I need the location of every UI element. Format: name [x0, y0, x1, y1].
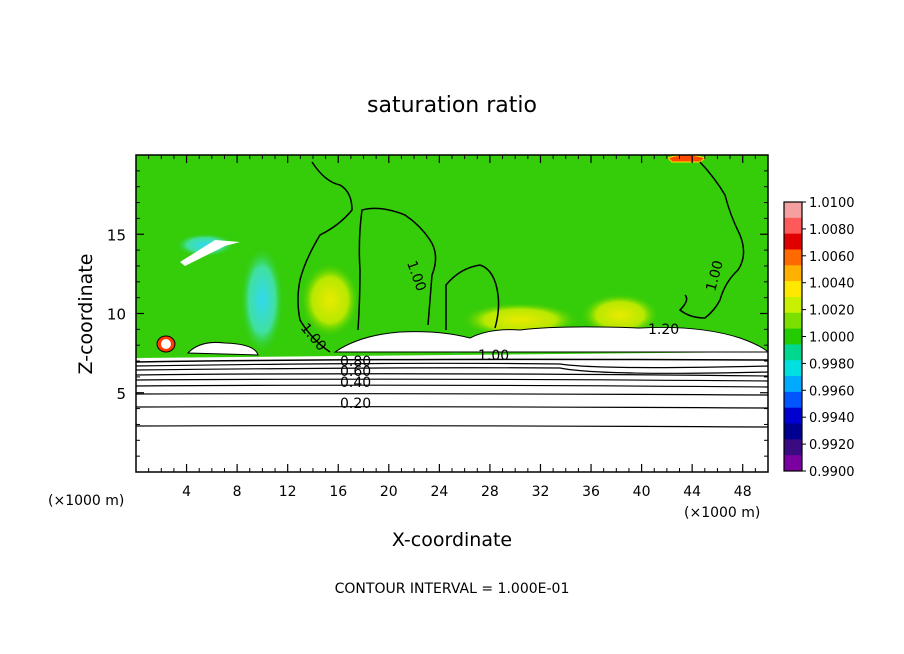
colorbar-swatch — [784, 344, 802, 361]
x-tick-label: 12 — [279, 484, 297, 500]
contour-1-00-c — [445, 264, 500, 331]
x-tick-label: 32 — [532, 484, 550, 500]
x-unit-left: (×1000 m) — [48, 493, 124, 509]
x-tick-label: 16 — [329, 484, 347, 500]
colorbar-swatch — [784, 281, 802, 298]
colorbar-swatch — [784, 202, 802, 219]
colorbar-swatch — [784, 217, 802, 235]
x-tick-label: 40 — [633, 484, 651, 500]
x-tick-label: 36 — [582, 484, 600, 500]
contour-h-7 — [136, 393, 768, 396]
y-axis-label: Z-coordinate — [75, 254, 97, 375]
colorbar-swatch — [784, 439, 802, 456]
top-red-spot — [667, 155, 707, 163]
x-tick-label: 44 — [683, 484, 701, 500]
colorbar-swatch — [784, 328, 802, 345]
colorbar-swatch — [784, 312, 802, 330]
colorbar-swatch — [784, 423, 802, 440]
x-tick-label: 20 — [380, 484, 398, 500]
colorbar-swatch — [784, 455, 802, 472]
colorbar-label: 1.0080 — [809, 223, 855, 238]
colorbar-label: 1.0100 — [809, 196, 855, 211]
colorbar-swatch — [784, 296, 802, 314]
contour-h-6 — [136, 384, 768, 388]
colorbar: 1.0100 1.0080 1.0060 1.0040 1.0020 1.0000 0.99… — [783, 196, 855, 480]
x-tick-label: 24 — [430, 484, 448, 500]
colorbar-swatch — [784, 360, 802, 377]
x-unit-right: (×1000 m) — [684, 505, 760, 521]
colorbar-label: 0.9920 — [809, 438, 855, 453]
x-tick-label: 4 — [182, 484, 191, 500]
contour-1-00-d — [678, 161, 745, 319]
contour-1-00-a — [297, 161, 353, 353]
contour-h-2 — [136, 362, 768, 369]
cloud-1 — [186, 342, 259, 356]
contour-label: 1.20 — [648, 322, 679, 338]
low-layer — [136, 352, 768, 472]
x-tick-label: 28 — [481, 484, 499, 500]
cloud-2 — [333, 326, 768, 353]
y-tick-label: 5 — [116, 385, 126, 403]
colorbar-swatch — [784, 391, 802, 409]
contour-1-00-b — [357, 207, 437, 331]
contour-h-9 — [136, 425, 768, 428]
colorbar-label: 1.0000 — [809, 331, 855, 346]
colorbar-label: 0.9980 — [809, 357, 855, 372]
plot-area — [136, 155, 768, 472]
colorbar-swatch — [784, 265, 802, 282]
y-tick-label: 10 — [107, 306, 126, 324]
contour-h-3 — [136, 367, 768, 374]
contour-h-5 — [136, 378, 768, 382]
contour-h-1 — [136, 358, 768, 363]
colorbar-label: 0.9940 — [809, 411, 855, 426]
colorbar-label: 0.9960 — [809, 384, 855, 399]
contour-label: 0.60 — [340, 364, 371, 380]
cool-patch-1 — [240, 245, 284, 355]
contour-h-4 — [136, 373, 768, 377]
footer-note: CONTOUR INTERVAL = 1.000E-01 — [335, 581, 570, 597]
contour-label: 0.40 — [340, 375, 371, 391]
colorbar-swatch — [784, 249, 802, 266]
colorbar-swatch — [784, 376, 802, 393]
contour-label: 0.80 — [340, 354, 371, 370]
x-tick-label: 8 — [233, 484, 242, 500]
colorbar-swatch — [784, 233, 802, 250]
cloud-spot-red-inner — [161, 339, 171, 349]
colorbar-swatch — [784, 407, 802, 425]
contour-labels: 1.00 1.00 1.00 1.00 1.20 0.80 0.60 0.40 … — [297, 259, 727, 412]
chart-title: saturation ratio — [367, 93, 537, 118]
contour-label: 0.20 — [340, 396, 371, 412]
warm-patch-1 — [300, 262, 360, 338]
colorbar-label: 1.0040 — [809, 277, 855, 292]
x-tick-label: 48 — [734, 484, 752, 500]
cloud-3 — [180, 240, 240, 266]
colorbar-label: 0.9900 — [809, 465, 855, 480]
contour-h-8 — [136, 406, 768, 409]
y-tick-label: 15 — [107, 226, 126, 244]
colorbar-label: 1.0020 — [809, 304, 855, 319]
colorbar-label: 1.0060 — [809, 250, 855, 265]
contour-label: 1.00 — [703, 259, 727, 293]
x-axis-label: X-coordinate — [392, 529, 512, 551]
cool-patch-2 — [175, 233, 235, 257]
contour-label: 1.00 — [478, 348, 509, 364]
warm-patch-2 — [580, 293, 660, 337]
